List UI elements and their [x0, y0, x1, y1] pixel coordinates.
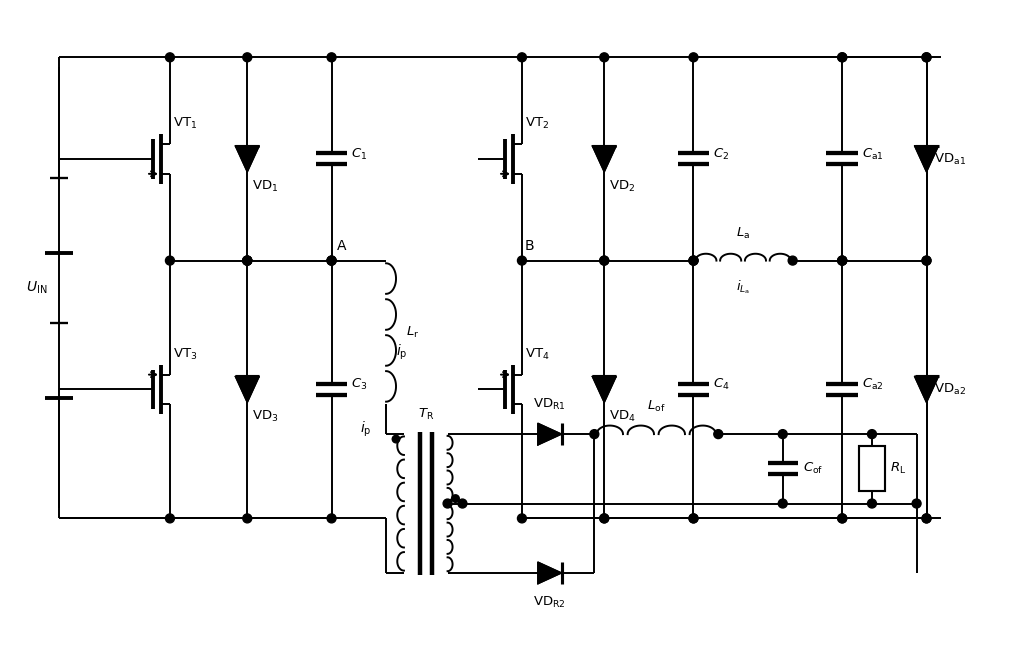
Text: $C_{\mathrm{of}}$: $C_{\mathrm{of}}$ — [802, 461, 823, 477]
Circle shape — [867, 499, 877, 508]
Polygon shape — [592, 376, 616, 403]
Text: $L_{\mathrm{a}}$: $L_{\mathrm{a}}$ — [736, 226, 750, 241]
Circle shape — [922, 256, 931, 265]
Text: $\mathrm{VD}_{\mathrm{R1}}$: $\mathrm{VD}_{\mathrm{R1}}$ — [534, 397, 566, 412]
Circle shape — [166, 256, 174, 265]
Polygon shape — [538, 423, 561, 445]
Text: $C_1$: $C_1$ — [351, 147, 368, 162]
Circle shape — [599, 256, 609, 265]
Circle shape — [689, 256, 698, 265]
Text: $i_{\mathrm{p}}$: $i_{\mathrm{p}}$ — [359, 419, 371, 438]
Text: $C_{\mathrm{a2}}$: $C_{\mathrm{a2}}$ — [862, 377, 884, 392]
Circle shape — [243, 256, 251, 265]
Circle shape — [166, 53, 174, 62]
Text: $\mathrm{VD}_4$: $\mathrm{VD}_4$ — [609, 409, 636, 424]
Circle shape — [689, 514, 698, 523]
Circle shape — [689, 256, 698, 265]
Circle shape — [779, 499, 787, 508]
Circle shape — [837, 514, 847, 523]
Text: $i_{L_{\mathrm{a}}}$: $i_{L_{\mathrm{a}}}$ — [736, 279, 750, 296]
Polygon shape — [915, 376, 938, 403]
Circle shape — [689, 53, 698, 62]
Circle shape — [837, 514, 847, 523]
Bar — [859, 446, 885, 492]
Circle shape — [517, 514, 526, 523]
Circle shape — [922, 53, 931, 62]
Circle shape — [922, 256, 931, 265]
Circle shape — [243, 53, 251, 62]
Circle shape — [837, 256, 847, 265]
Polygon shape — [538, 562, 561, 584]
Circle shape — [243, 256, 251, 265]
Circle shape — [689, 256, 698, 265]
Text: $\mathrm{VT}_1$: $\mathrm{VT}_1$ — [173, 116, 197, 131]
Text: $T_{\mathrm{R}}$: $T_{\mathrm{R}}$ — [417, 407, 434, 422]
Text: $\mathrm{VD}_3$: $\mathrm{VD}_3$ — [252, 409, 279, 424]
Text: $\mathrm{VD}_{\mathrm{a2}}$: $\mathrm{VD}_{\mathrm{a2}}$ — [934, 382, 966, 397]
Text: $R_{\mathrm{L}}$: $R_{\mathrm{L}}$ — [890, 461, 906, 477]
Circle shape — [788, 256, 797, 265]
Text: $C_4$: $C_4$ — [714, 377, 730, 392]
Circle shape — [590, 430, 598, 439]
Polygon shape — [592, 146, 616, 172]
Circle shape — [243, 256, 251, 265]
Circle shape — [779, 430, 787, 439]
Text: $C_2$: $C_2$ — [714, 147, 729, 162]
Circle shape — [837, 53, 847, 62]
Circle shape — [517, 53, 526, 62]
Circle shape — [599, 514, 609, 523]
Text: $L_{\mathrm{of}}$: $L_{\mathrm{of}}$ — [647, 399, 665, 414]
Circle shape — [328, 514, 336, 523]
Text: A: A — [337, 239, 346, 253]
Circle shape — [599, 53, 609, 62]
Text: $C_3$: $C_3$ — [351, 377, 368, 392]
Circle shape — [166, 514, 174, 523]
Circle shape — [837, 53, 847, 62]
Circle shape — [599, 256, 609, 265]
Circle shape — [599, 514, 609, 523]
Circle shape — [458, 499, 467, 508]
Text: $\mathrm{VD}_{\mathrm{a1}}$: $\mathrm{VD}_{\mathrm{a1}}$ — [934, 151, 966, 166]
Circle shape — [517, 256, 526, 265]
Circle shape — [328, 256, 336, 265]
Circle shape — [328, 256, 336, 265]
Circle shape — [913, 499, 921, 508]
Polygon shape — [235, 146, 260, 172]
Circle shape — [328, 53, 336, 62]
Polygon shape — [235, 376, 260, 403]
Circle shape — [837, 256, 847, 265]
Circle shape — [243, 514, 251, 523]
Circle shape — [922, 514, 931, 523]
Circle shape — [922, 514, 931, 523]
Text: $U_{\mathrm{IN}}$: $U_{\mathrm{IN}}$ — [26, 280, 47, 296]
Circle shape — [328, 256, 336, 265]
Text: $\mathrm{VT}_3$: $\mathrm{VT}_3$ — [173, 346, 198, 362]
Circle shape — [837, 256, 847, 265]
Text: $\mathrm{VD}_2$: $\mathrm{VD}_2$ — [609, 179, 636, 194]
Circle shape — [714, 430, 723, 439]
Polygon shape — [915, 146, 938, 172]
Text: $\mathrm{VT}_4$: $\mathrm{VT}_4$ — [525, 346, 550, 362]
Text: B: B — [525, 239, 535, 253]
Circle shape — [243, 256, 251, 265]
Text: $C_{\mathrm{a1}}$: $C_{\mathrm{a1}}$ — [862, 147, 884, 162]
Circle shape — [392, 436, 400, 443]
Circle shape — [452, 495, 459, 502]
Circle shape — [689, 514, 698, 523]
Circle shape — [922, 53, 931, 62]
Text: $i_{\mathrm{p}}$: $i_{\mathrm{p}}$ — [396, 343, 408, 362]
Circle shape — [443, 499, 452, 508]
Text: $\mathrm{VD}_{\mathrm{R2}}$: $\mathrm{VD}_{\mathrm{R2}}$ — [534, 595, 566, 610]
Text: $L_{\mathrm{r}}$: $L_{\mathrm{r}}$ — [406, 325, 419, 340]
Text: $\mathrm{VD}_1$: $\mathrm{VD}_1$ — [252, 179, 279, 194]
Circle shape — [867, 430, 877, 439]
Text: $\mathrm{VT}_2$: $\mathrm{VT}_2$ — [525, 116, 549, 131]
